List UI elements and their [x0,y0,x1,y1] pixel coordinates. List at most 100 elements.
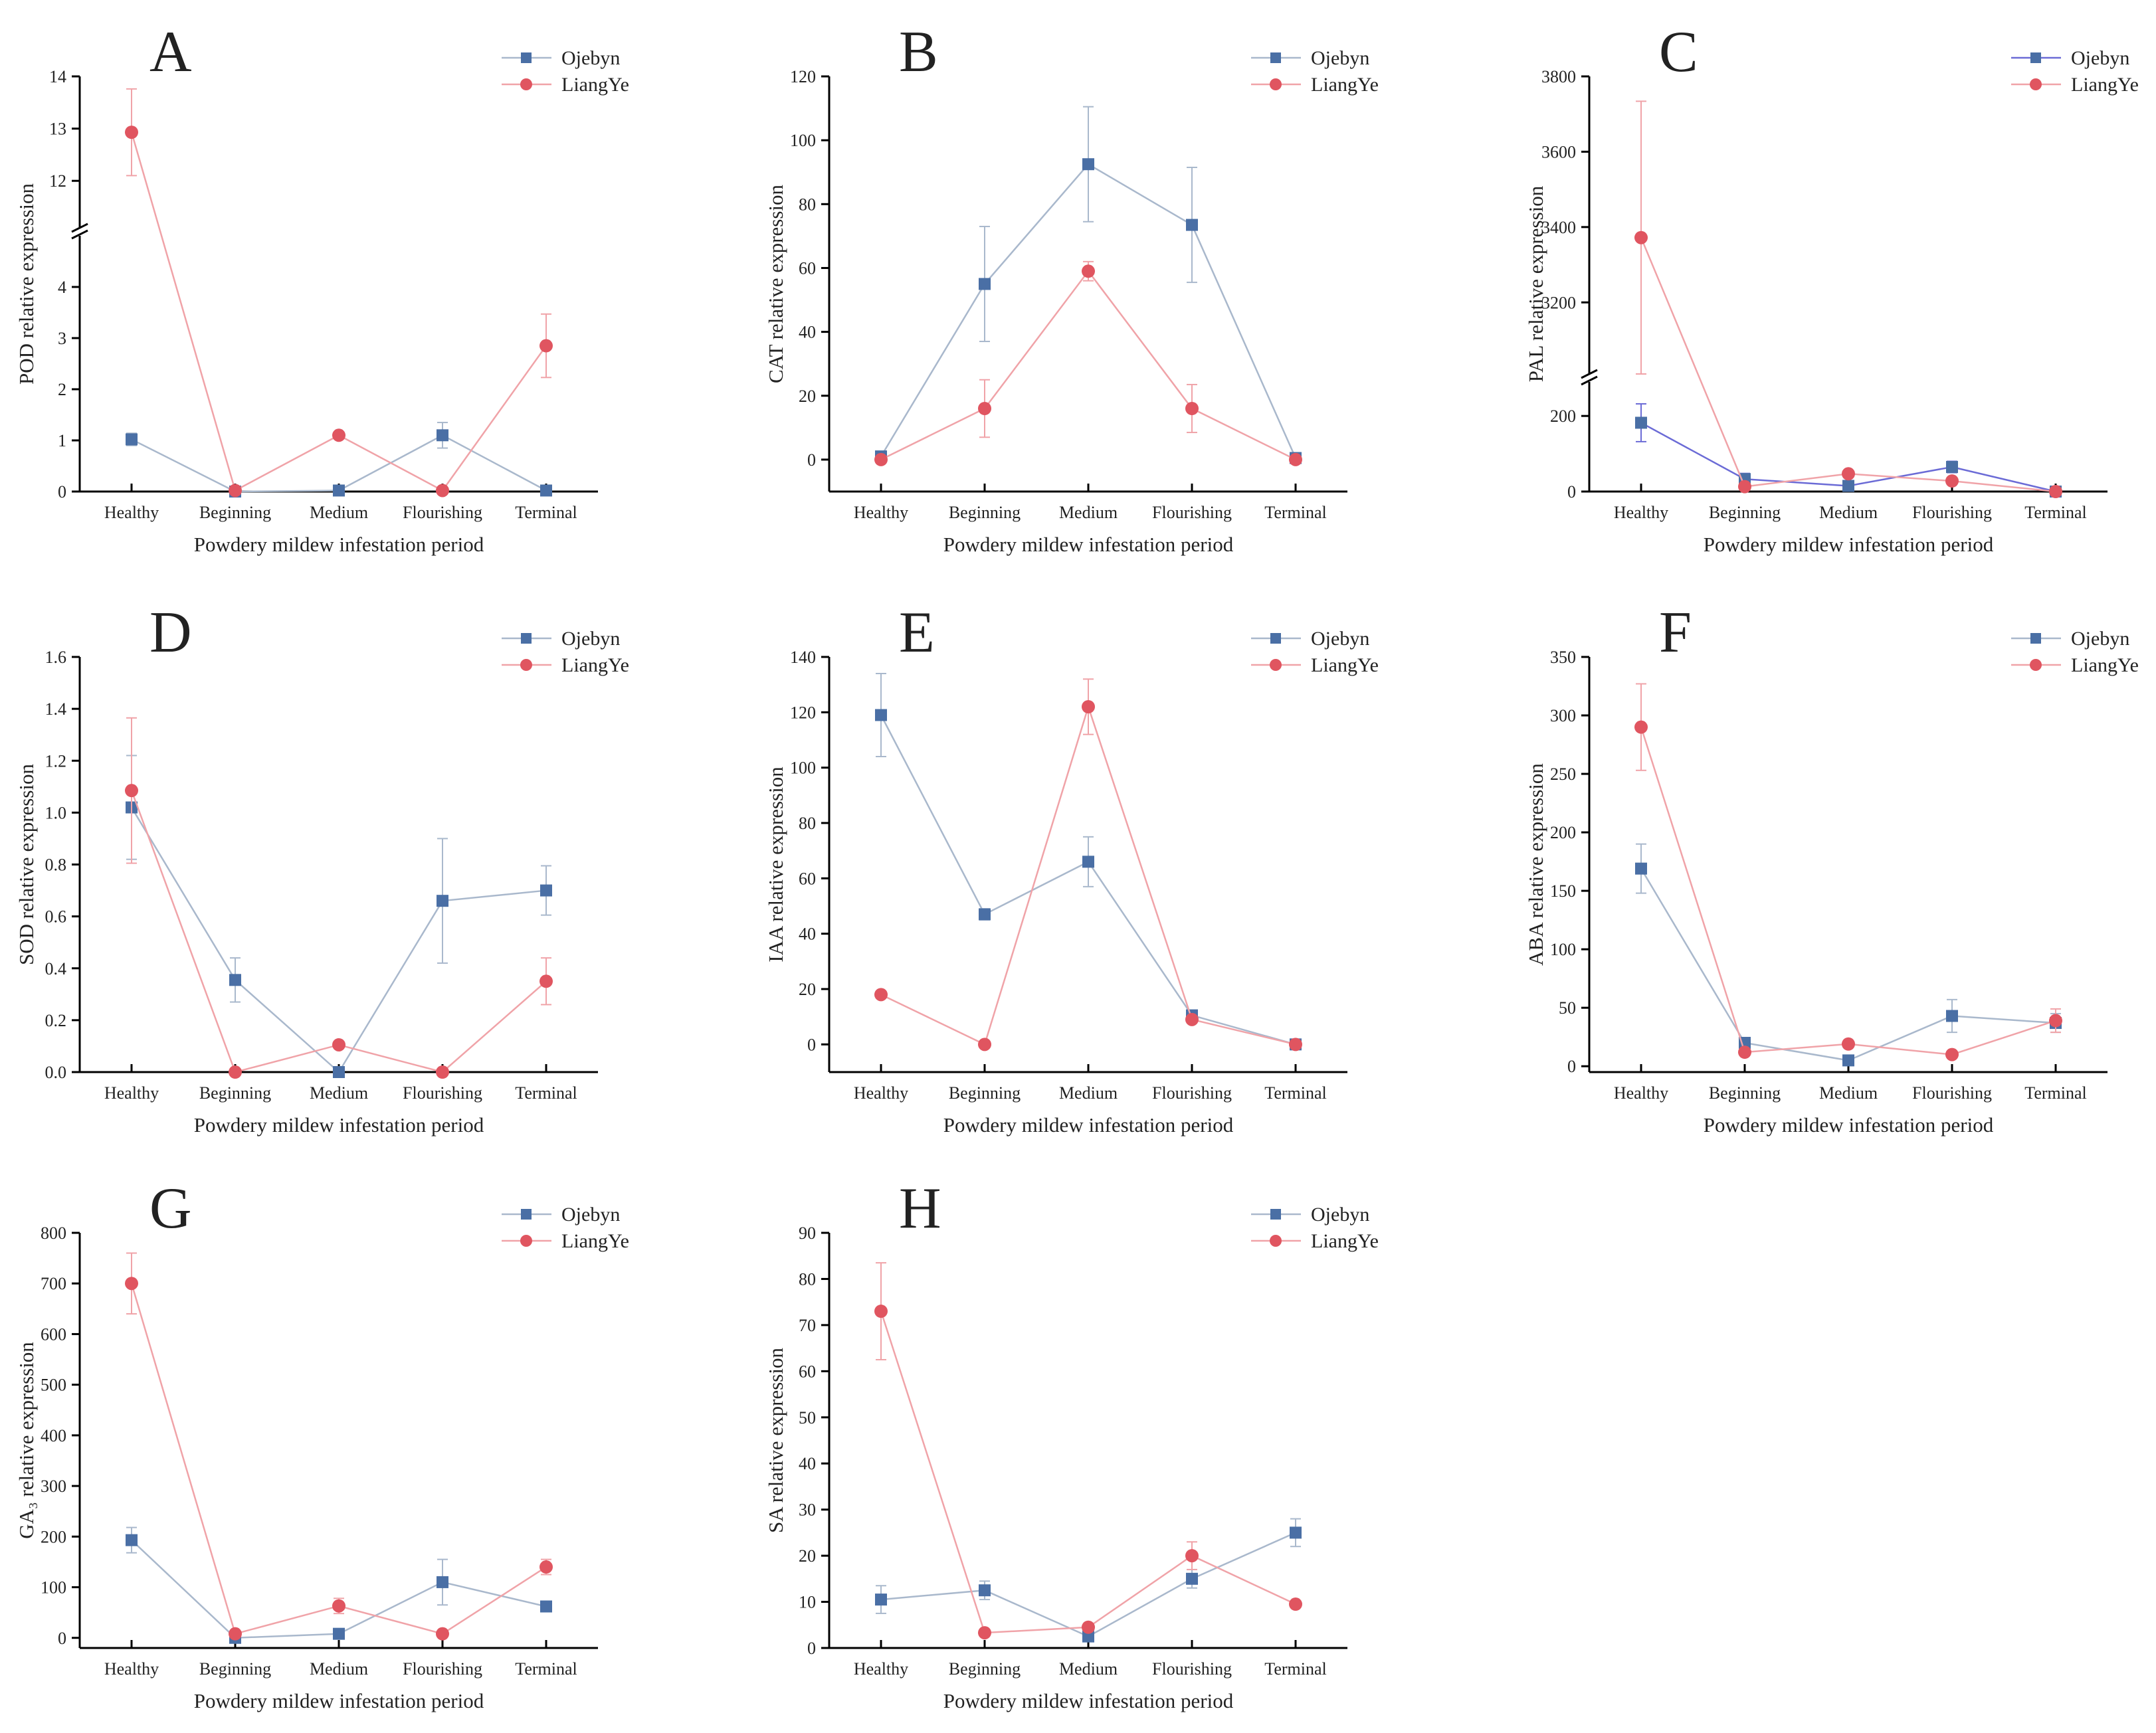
series-line-liangye [1640,237,2056,493]
x-tick-label: Healthy [1614,503,1668,522]
chart-svg-C: 0 200 3200 3400 3600 3800 Healthy Beginning Medi… [1524,20,2139,556]
legend-label: Ojebyn [561,1204,620,1226]
data-point-liangye [1289,1597,1302,1611]
data-point-liangye [539,1560,553,1574]
x-tick-label: Healthy [104,1083,159,1103]
x-tick-label: Healthy [104,503,159,522]
data-point-liangye [436,1065,449,1079]
data-point-ojebyn [1635,862,1647,875]
y-axis-label: GA₃ relative expression [15,1342,38,1539]
series-line-liangye [880,270,1296,461]
legend-marker-ojebyn [2030,633,2041,644]
y-tick-label: 100 [1550,940,1576,959]
x-tick-label: Flourishing [403,1083,482,1103]
data-point-liangye [229,1627,242,1641]
y-tick-label: 20 [799,980,816,999]
y-tick-label: 120 [790,67,816,86]
data-point-ojebyn [333,1066,345,1078]
y-tick-label: 40 [799,1454,816,1473]
data-point-liangye [1945,1048,1959,1061]
legend-label: LiangYe [1311,1230,1379,1252]
data-point-liangye [1082,264,1095,278]
data-point-liangye [2049,485,2062,498]
y-tick-label: 80 [799,195,816,214]
y-tick-label: 800 [41,1224,66,1243]
y-axis-label: ABA relative expression [1524,763,1547,966]
panel-letter: H [899,1176,941,1241]
y-tick-label: 200 [41,1527,66,1546]
data-point-liangye [874,988,888,1002]
legend-label: Ojebyn [1311,628,1369,650]
axis-break-mark [1581,375,1598,386]
x-tick-label: Beginning [199,1659,271,1679]
y-tick-label: 250 [1550,765,1576,784]
y-tick-label: 60 [799,1362,816,1381]
x-tick-label: Flourishing [1152,1083,1232,1103]
x-axis-label: Powdery mildew infestation period [943,1689,1234,1712]
data-point-ojebyn [1842,1054,1854,1067]
x-tick-label: Beginning [199,1083,271,1103]
y-tick-label: 3 [58,329,66,348]
y-tick-label: 40 [799,323,816,342]
data-point-liangye [1842,1037,1855,1051]
y-tick-label: 1.0 [45,803,67,822]
y-axis-label: IAA relative expression [764,767,787,962]
x-tick-label: Flourishing [1152,1659,1232,1679]
chart-svg-B: 0 20 40 60 80 100 120 Healthy Beginning Medium Flo… [764,20,1379,556]
y-axis-label: CAT relative expression [764,184,787,383]
series-line-liangye [130,790,547,1073]
data-point-liangye [978,402,991,415]
legend-label: LiangYe [2071,654,2139,676]
panel-letter: E [899,600,935,665]
y-tick-label: 100 [41,1578,66,1597]
data-point-ojebyn [437,895,448,907]
legend-marker-ojebyn [1270,1209,1281,1220]
y-tick-label: 12 [49,171,66,191]
y-tick-label: 0.4 [45,959,67,978]
legend-marker-liangye [2030,659,2042,671]
x-tick-label: Beginning [949,1083,1021,1103]
x-axis-label: Powdery mildew infestation period [194,1113,484,1137]
y-axis-label: SA relative expression [764,1348,787,1533]
y-tick-label: 0.6 [45,907,67,927]
chart-svg-F: 0 50 100 150 200 250 300 350 Healthy Beginning Med… [1524,600,2139,1137]
legend-label: Ojebyn [1311,47,1369,69]
y-tick-label: 200 [1550,407,1576,426]
y-tick-label: 60 [799,869,816,888]
x-tick-label: Beginning [1709,503,1781,522]
x-tick-label: Medium [310,503,368,522]
legend-marker-ojebyn [521,1209,532,1220]
data-point-liangye [1082,700,1095,713]
x-tick-label: Terminal [1264,1659,1326,1679]
data-point-ojebyn [875,709,887,721]
data-point-liangye [125,1277,138,1291]
data-point-ojebyn [1946,1010,1958,1022]
data-point-liangye [332,1038,345,1051]
data-point-liangye [1289,452,1302,466]
y-tick-label: 80 [799,814,816,833]
y-tick-label: 600 [41,1324,66,1344]
legend-label: Ojebyn [2071,628,2129,650]
panel-D: 0.0 0.2 0.4 0.6 0.8 1.0 1.2 1.4 1.6 Healthy Beginn… [0,581,718,1158]
y-tick-label: 0 [1567,1057,1576,1076]
x-axis-label: Powdery mildew infestation period [194,533,484,556]
y-tick-label: 20 [799,1546,816,1566]
data-point-liangye [229,1065,242,1079]
data-point-liangye [1945,474,1959,488]
legend-marker-ojebyn [521,52,532,63]
y-tick-label: 0 [1567,482,1576,502]
y-tick-label: 3800 [1541,67,1576,86]
data-point-liangye [539,974,553,988]
x-tick-label: Flourishing [403,1659,482,1679]
y-tick-label: 1.2 [45,751,67,771]
x-tick-label: Healthy [1614,1083,1668,1103]
legend-label: Ojebyn [561,47,620,69]
x-tick-label: Beginning [199,503,271,522]
y-tick-label: 150 [1550,881,1576,901]
data-point-ojebyn [126,1534,138,1546]
y-tick-label: 0.2 [45,1011,67,1030]
y-axis-label: PAL relative expression [1524,185,1547,382]
x-tick-label: Medium [1059,503,1118,522]
data-point-ojebyn [1946,461,1958,474]
x-axis-label: Powdery mildew infestation period [1704,1113,1994,1137]
